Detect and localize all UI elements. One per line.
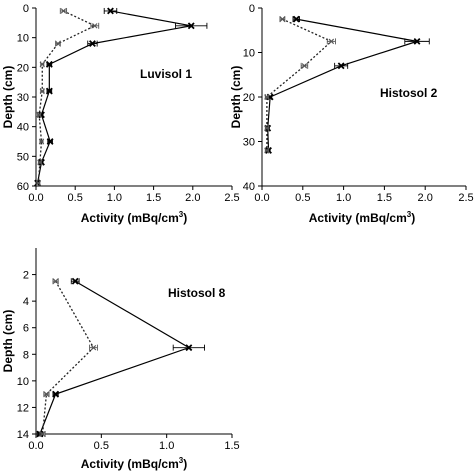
y-tick-label: 10 [17,376,29,388]
x-axis-title: Activity (mBq/cm3) [81,210,187,225]
x-tick-label: 0.0 [254,192,269,204]
y-tick-label: 0 [249,3,255,15]
data-point-dotted [264,94,270,100]
data-point-solid [89,40,96,48]
y-tick-label: 10 [243,48,255,60]
series-line-solid [36,10,192,184]
panel-luvisol-1: Luvisol 1 Activity (mBq/cm3) Depth (cm) … [1,3,240,225]
y-axis-title: Depth (cm) [1,310,15,373]
data-point-dotted [90,344,97,351]
x-tick-label: 1.0 [336,192,351,204]
panel-histosol-8: Histosol 8 Activity (mBq/cm3) Depth (cm)… [1,248,240,471]
data-point-dotted [39,431,46,437]
y-tick-label: 20 [243,92,255,104]
data-point-dotted [264,147,270,154]
data-point-dotted [264,125,270,131]
x-tick-label: 1.5 [377,192,392,204]
data-point-dotted [52,278,59,284]
data-point-solid [52,390,60,398]
panel-histosol-2: Histosol 2 Activity (mBq/cm3) Depth (cm)… [229,3,474,225]
x-tick-label: 1.5 [146,192,161,204]
x-axis-title: Activity (mBq/cm3) [309,210,415,225]
y-tick-label: 30 [17,92,29,104]
series-line-solid [39,280,191,435]
y-tick-label: 12 [17,402,29,414]
data-point-solid [107,7,114,15]
data-point-dotted [43,391,50,397]
data-point-dotted [301,63,308,69]
data-point-solid [413,37,421,45]
data-point-solid [45,60,53,68]
data-point-solid [337,62,345,70]
y-tick-label: 40 [17,122,29,134]
y-tick-label: 14 [17,429,29,441]
x-tick-label: 2.5 [224,192,239,204]
y-tick-label: 30 [243,137,255,149]
y-tick-label: 40 [243,181,255,193]
data-point-solid [185,344,193,352]
series-line-solid [267,18,418,151]
y-tick-label: 4 [23,296,29,308]
y-tick-label: 8 [23,349,29,361]
panel-label: Luvisol 1 [140,67,192,81]
x-tick-label: 0.0 [28,192,43,204]
y-axis-title: Depth (cm) [1,66,15,129]
data-point-solid [45,87,53,95]
x-tick-label: 2.0 [185,192,200,204]
data-point-dotted [39,61,45,68]
data-point-dotted [279,16,286,22]
y-tick-label: 0 [23,3,29,15]
x-tick-label: 2.0 [418,192,433,204]
y-axis-title: Depth (cm) [229,66,243,129]
data-point-solid [292,15,300,23]
data-point-dotted [60,8,67,14]
x-axis-title: Activity (mBq/cm3) [81,456,187,471]
x-tick-label: 0.5 [68,192,83,204]
data-point-dotted [36,112,42,118]
x-tick-label: 0.5 [295,192,310,204]
data-point-solid [46,138,54,145]
x-tick-label: 1.0 [107,192,122,204]
data-point-dotted [39,88,45,94]
y-tick-label: 60 [17,181,29,193]
x-tick-label: 0.5 [94,440,109,452]
data-point-solid [38,111,45,119]
panel-label: Histosol 2 [380,86,438,100]
y-tick-label: 2 [23,270,29,282]
y-tick-label: 20 [17,62,29,74]
data-point-dotted [38,138,45,145]
data-point-solid [71,277,79,285]
panel-label: Histosol 8 [168,286,226,300]
y-tick-label: 10 [17,33,29,45]
data-point-dotted [328,38,335,45]
data-point-solid [187,22,195,30]
y-tick-label: 50 [17,151,29,163]
x-tick-label: 1.0 [159,440,174,452]
y-tick-label: 6 [23,323,29,335]
data-point-dotted [92,23,98,29]
x-tick-label: 2.5 [458,192,473,204]
x-tick-label: 1.5 [224,440,239,452]
series-line-dotted [41,280,95,435]
data-point-dotted [37,159,43,165]
x-tick-label: 0.0 [28,440,43,452]
data-point-dotted [35,180,42,186]
series-line-dotted [266,18,333,151]
data-point-dotted [55,40,61,47]
